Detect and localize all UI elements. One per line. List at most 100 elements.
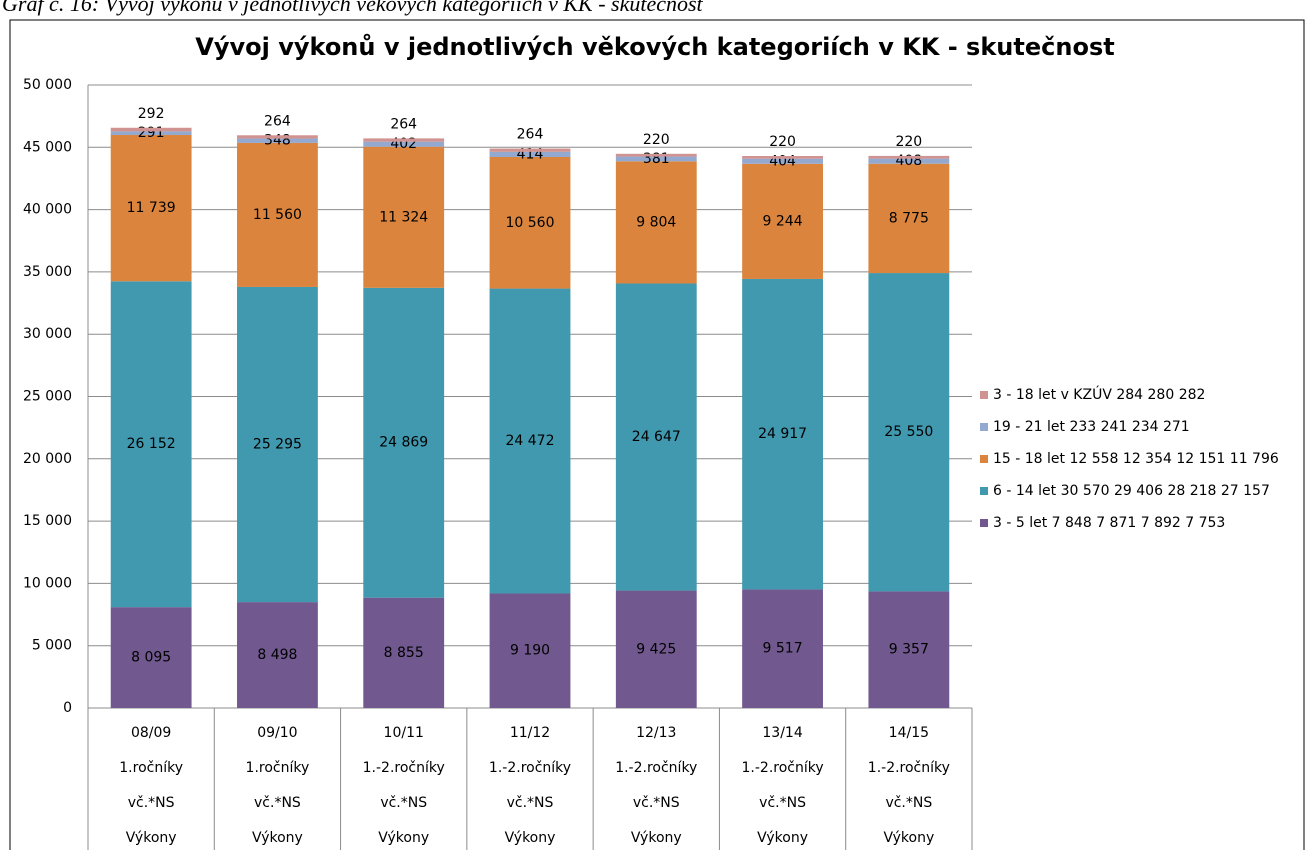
bar-segment [237, 286, 318, 603]
bar-segment [489, 156, 571, 289]
x-tick-label: Výkony [631, 830, 682, 846]
x-tick-label: vč.*NS [885, 795, 932, 811]
x-tick-label: vč.*NS [254, 795, 301, 811]
bar-segment [110, 131, 192, 136]
x-tick-label: 1.-2.ročníky [615, 760, 697, 776]
data-label: 11 739 [127, 200, 176, 216]
x-tick-label: vč.*NS [128, 795, 175, 811]
data-label: 8 498 [257, 647, 297, 663]
bar-segment [868, 273, 950, 592]
data-label: 264 [264, 113, 291, 129]
data-label: 24 869 [379, 435, 428, 451]
x-tick-label: Výkony [757, 830, 808, 846]
data-label: 10 560 [506, 215, 555, 231]
data-label: 24 647 [632, 429, 681, 445]
x-tick-label: 11/12 [510, 725, 550, 741]
bar-segment [237, 138, 318, 143]
bar-segment [489, 593, 571, 708]
bar-segment [110, 607, 192, 708]
bar-segment [363, 287, 445, 598]
x-tick-label: 1.-2.ročníky [489, 760, 571, 776]
bar-segment [237, 135, 318, 139]
data-label: 264 [390, 116, 417, 132]
legend-label: 6 - 14 let 30 570 29 406 28 218 27 157 [993, 483, 1270, 499]
y-tick-label: 40 000 [23, 202, 72, 218]
legend-swatch [980, 455, 988, 463]
legend-swatch [980, 487, 988, 495]
bar-segment [742, 158, 823, 164]
bar-segment [110, 281, 192, 608]
bar-segment [615, 161, 697, 284]
bar-segment [615, 156, 697, 162]
chart-frame [9, 19, 1305, 850]
x-tick-label: Výkony [505, 830, 556, 846]
legend-swatch [980, 391, 988, 399]
data-label: 8 855 [384, 645, 424, 661]
data-label: 26 152 [127, 436, 176, 452]
y-tick-label: 20 000 [23, 451, 72, 467]
data-label: 264 [517, 127, 544, 143]
x-tick-label: vč.*NS [380, 795, 427, 811]
bar-segment [489, 151, 571, 157]
x-tick-label: 1.-2.ročníky [363, 760, 445, 776]
legend-label: 3 - 5 let 7 848 7 871 7 892 7 753 [993, 515, 1225, 531]
data-label: 9 357 [889, 642, 929, 658]
y-tick-label: 25 000 [23, 389, 72, 405]
bar-segment [615, 283, 697, 591]
y-tick-label: 30 000 [23, 326, 72, 342]
bar-segment [742, 155, 823, 159]
x-tick-label: Výkony [378, 830, 429, 846]
data-label: 24 917 [758, 426, 807, 442]
legend-label: 3 - 18 let v KZÚV 284 280 282 [993, 385, 1205, 403]
x-tick-label: Výkony [252, 830, 303, 846]
data-label: 404 [769, 153, 796, 169]
data-label: 408 [895, 153, 922, 169]
x-tick-label: 13/14 [762, 725, 802, 741]
bar-segment [868, 163, 950, 274]
bar-segment [489, 288, 571, 594]
bar-segment [237, 602, 318, 708]
data-label: 11 324 [379, 209, 428, 225]
bar-segment [868, 158, 950, 164]
x-tick-label: vč.*NS [759, 795, 806, 811]
bar-segment [363, 146, 445, 288]
data-label: 24 472 [506, 433, 555, 449]
bar-segment [742, 278, 823, 590]
data-label: 381 [643, 151, 670, 167]
bar-segment [742, 589, 823, 708]
legend-swatch [980, 423, 988, 431]
x-tick-label: 1.-2.ročníky [868, 760, 950, 776]
x-tick-label: 10/11 [384, 725, 424, 741]
bar-segment [742, 163, 823, 279]
y-tick-label: 0 [63, 700, 72, 716]
y-tick-label: 10 000 [23, 575, 72, 591]
legend-label: 19 - 21 let 233 241 234 271 [993, 419, 1190, 435]
data-label: 220 [895, 134, 922, 150]
y-tick-label: 45 000 [23, 139, 72, 155]
data-label: 25 550 [884, 424, 933, 440]
bar-segment [868, 591, 950, 708]
bar-segment [615, 153, 697, 157]
x-tick-label: Výkony [883, 830, 934, 846]
data-label: 9 804 [636, 214, 676, 230]
legend-label: 15 - 18 let 12 558 12 354 12 151 11 796 [993, 451, 1279, 467]
bar-segment [110, 127, 192, 132]
data-label: 292 [138, 106, 165, 122]
bar-segment [363, 141, 445, 147]
x-tick-label: 14/15 [889, 725, 929, 741]
bar-segment [615, 590, 697, 708]
data-label: 348 [264, 133, 291, 149]
x-tick-label: 1.ročníky [119, 760, 183, 776]
data-label: 220 [643, 132, 670, 148]
data-label: 9 425 [636, 641, 676, 657]
y-tick-label: 15 000 [23, 513, 72, 529]
x-tick-label: 1.-2.ročníky [742, 760, 824, 776]
bar-segment [489, 148, 571, 152]
y-tick-label: 50 000 [23, 77, 72, 93]
data-label: 220 [769, 134, 796, 150]
x-tick-label: vč.*NS [633, 795, 680, 811]
bar-segment [868, 155, 950, 159]
data-label: 9 244 [763, 213, 803, 229]
y-tick-label: 35 000 [23, 264, 72, 280]
